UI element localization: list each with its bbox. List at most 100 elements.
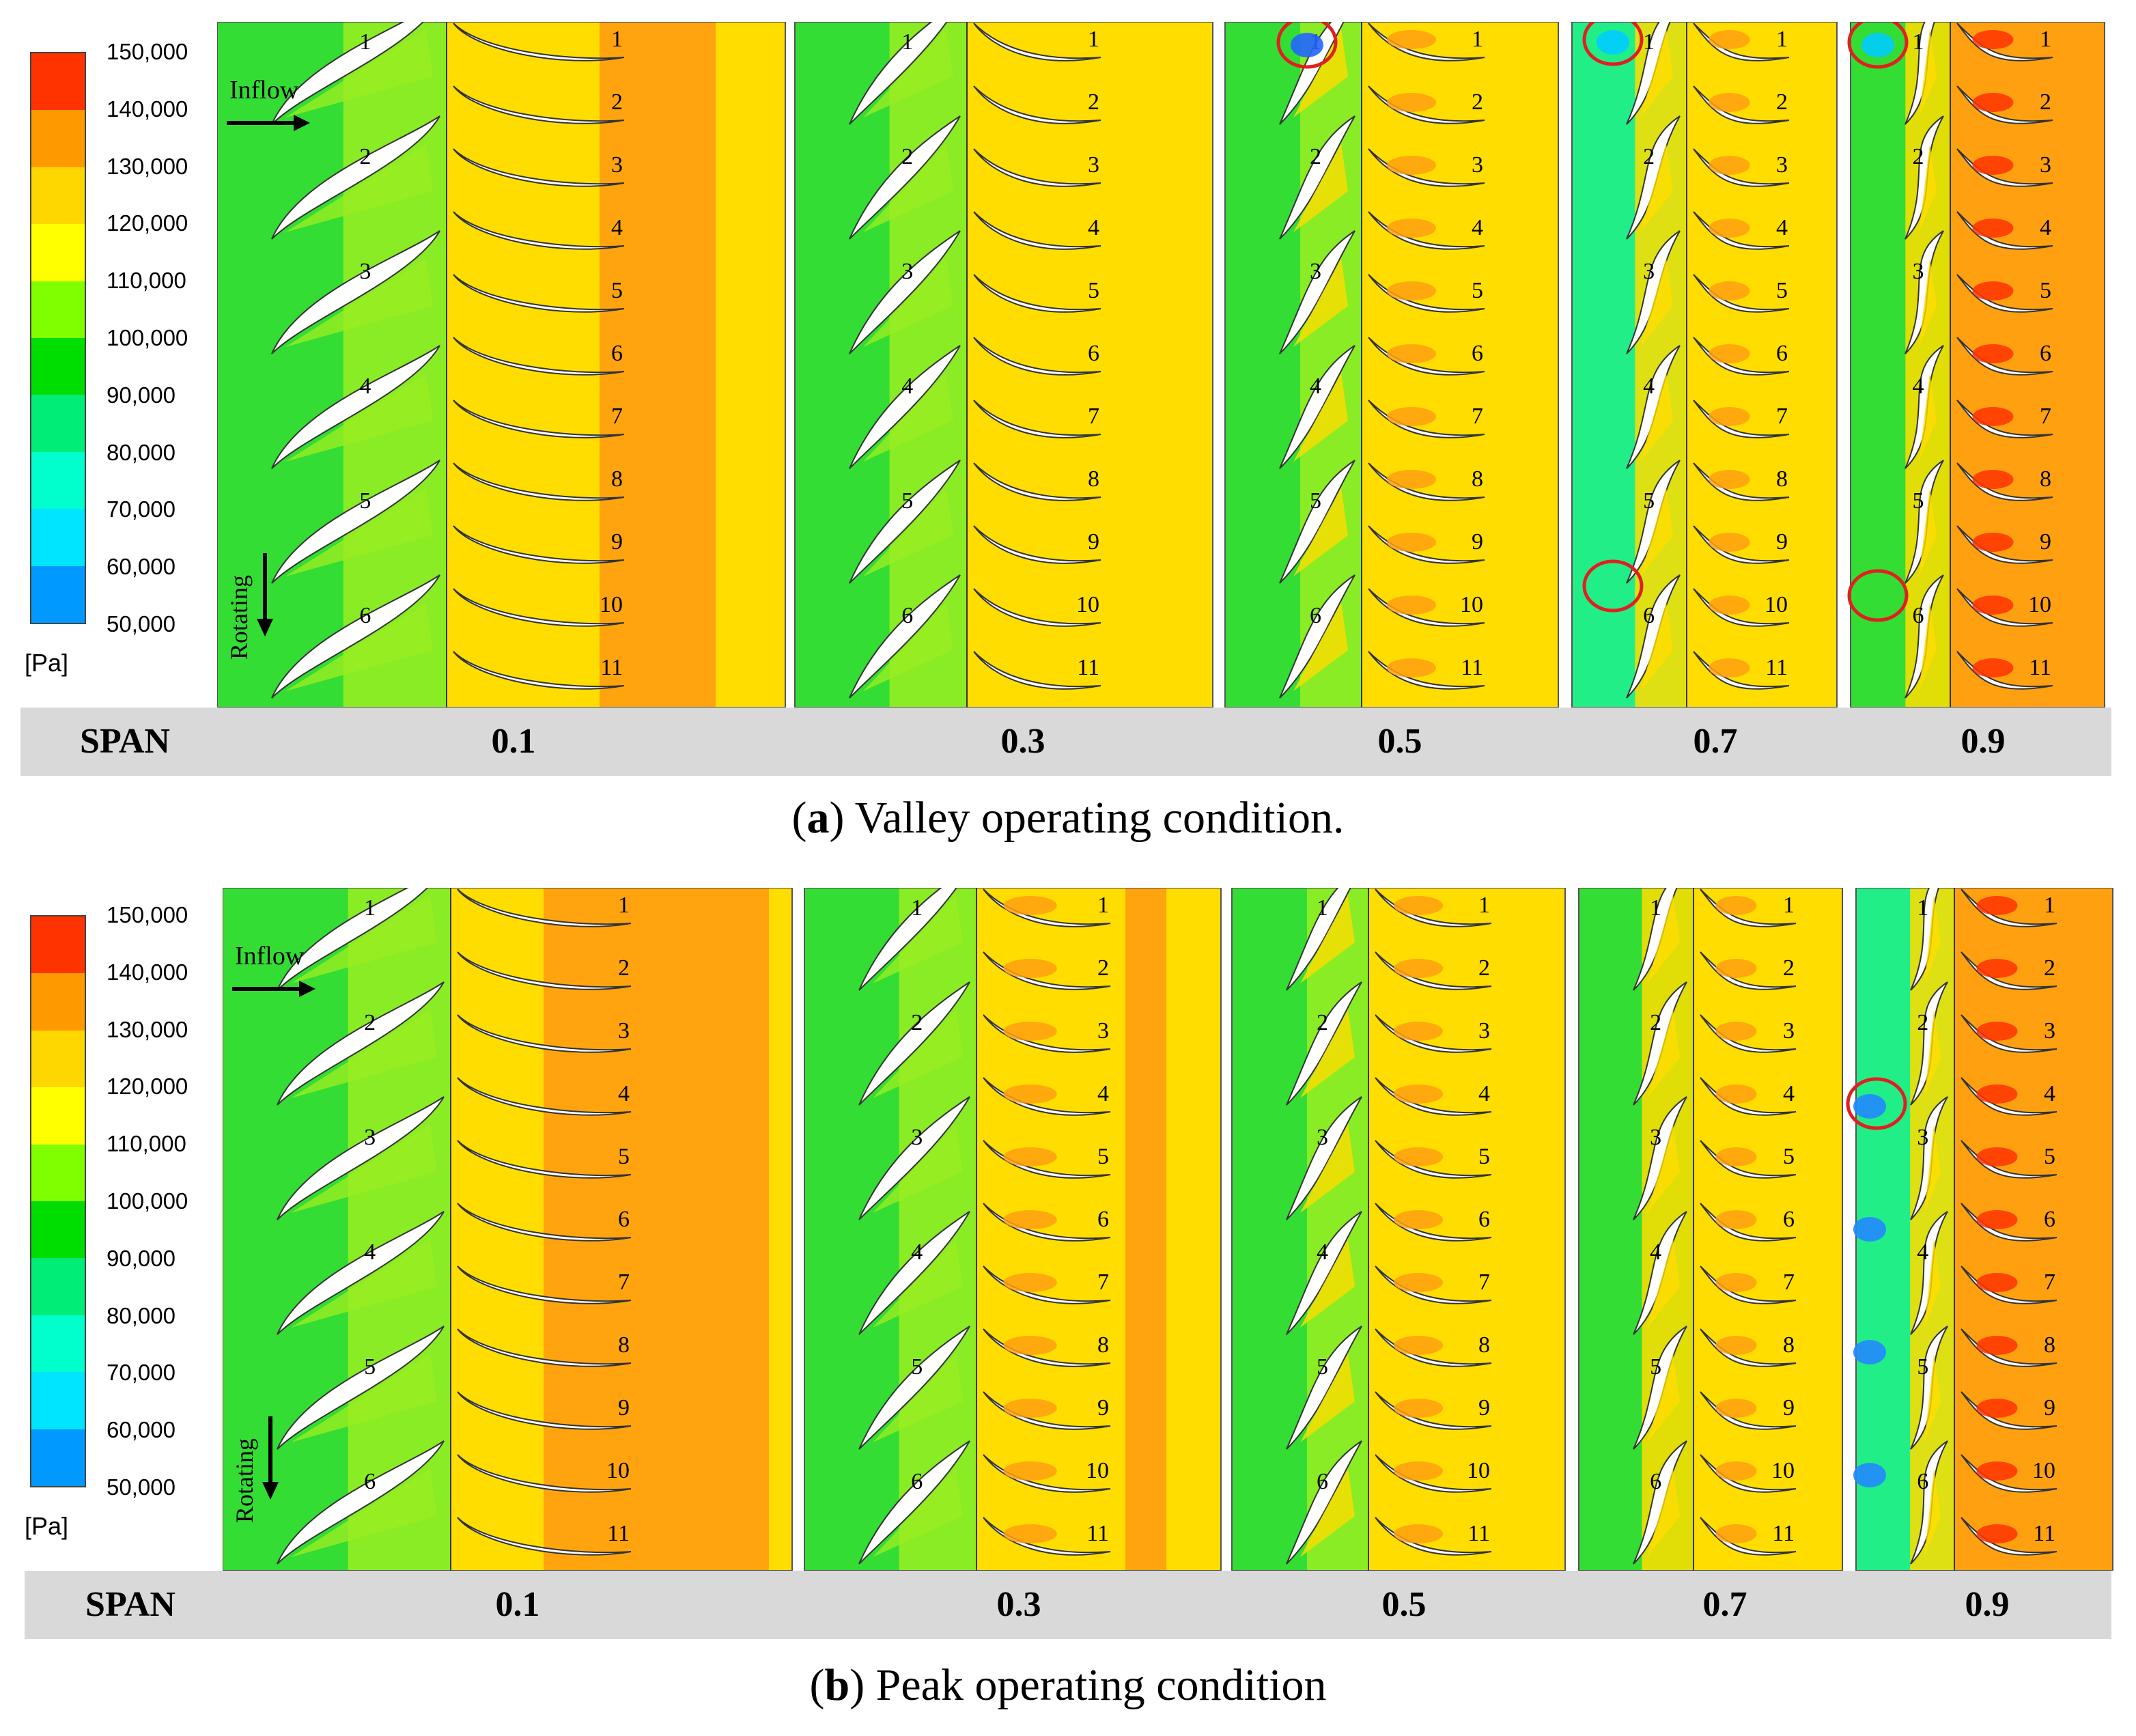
caption-b: (b) Peak operating condition — [809, 1660, 1327, 1710]
blade-pressure-spot — [1709, 344, 1750, 363]
runner-blade-shape — [973, 274, 1101, 313]
inflow-label: Inflow — [235, 942, 305, 970]
runner-blade-number: 10 — [1771, 1458, 1795, 1483]
vane-pressure-wedge — [873, 1124, 963, 1213]
runner-blade-shape — [453, 337, 625, 376]
runner-blade-number: 9 — [618, 1395, 630, 1420]
guide-vane-shape — [277, 1440, 445, 1565]
high-pressure-band — [544, 888, 769, 1571]
runner-region — [1362, 22, 1558, 708]
runner-blade-number: 8 — [1088, 466, 1099, 492]
guide-vane-number: 4 — [1310, 374, 1321, 399]
runner-blade-shape — [457, 888, 632, 927]
guide-vane-number: 2 — [359, 144, 371, 169]
span-contour-panel: 1 2 3 4 5 6 1 2 3 4 5 6 7 8 9 10 11 Inflow Rotating — [223, 888, 793, 1571]
colorbar-band — [31, 110, 85, 167]
vane-pressure-wedge — [873, 1009, 963, 1098]
colorbar-unit-a: [Pa] — [25, 649, 69, 677]
colorbar-tick-label: 90,000 — [107, 1245, 175, 1271]
guide-vane-number: 5 — [911, 1354, 923, 1380]
runner-blade-shape — [453, 85, 625, 124]
colorbar-tick-label: 60,000 — [107, 1417, 175, 1443]
runner-blade-number: 10 — [1765, 592, 1788, 617]
blade-pressure-spot — [1972, 596, 2014, 615]
highlight-circle — [1582, 559, 1644, 613]
vane-pressure-wedge — [1919, 373, 1937, 462]
runner-blade-number: 4 — [1472, 215, 1483, 240]
runner-blade-number: 1 — [1478, 893, 1490, 918]
guide-vane-number: 5 — [1643, 488, 1655, 514]
guide-vane-number: 2 — [1643, 144, 1655, 169]
runner-blade-shape — [453, 211, 625, 250]
runner-blade-number: 7 — [1097, 1270, 1109, 1295]
vane-wake-region — [1307, 888, 1368, 1571]
runner-blade-number: 7 — [611, 404, 623, 429]
colorbar-tick-label: 140,000 — [107, 959, 188, 985]
runner-blade-shape — [973, 588, 1101, 627]
colorbar-band — [31, 1144, 85, 1202]
runner-blade-number: 11 — [1765, 655, 1788, 680]
blade-pressure-spot — [1003, 1022, 1057, 1041]
blade-pressure-spot — [1976, 1524, 2018, 1543]
runner-blade-shape — [457, 951, 632, 990]
colorbar-tick-label: 50,000 — [107, 1474, 175, 1500]
vane-pressure-wedge — [873, 1354, 963, 1442]
colorbar-band — [31, 53, 85, 111]
colorbar-b — [30, 915, 86, 1487]
runner-region — [1368, 888, 1565, 1571]
vane-pressure-wedge — [291, 1239, 437, 1328]
runner-blade-shape — [457, 1391, 632, 1430]
vane-pressure-wedge — [1293, 602, 1348, 691]
runner-blade-number: 8 — [1097, 1332, 1109, 1358]
guide-vane-number: 3 — [1317, 1125, 1328, 1150]
highlight-circle — [1276, 22, 1338, 69]
guide-vane-number: 1 — [1650, 895, 1661, 921]
runner-blade-number: 11 — [1461, 655, 1483, 680]
low-pressure-spot — [1291, 33, 1323, 57]
runner-blade-number: 3 — [1472, 152, 1483, 178]
blade-pressure-spot — [1394, 1147, 1443, 1166]
runner-blade-number: 11 — [2033, 1521, 2055, 1546]
runner-blade-number: 10 — [1460, 592, 1483, 617]
runner-blade-number: 2 — [611, 89, 623, 115]
blade-pressure-spot — [1003, 1461, 1057, 1481]
guide-vane-number: 2 — [364, 1010, 376, 1035]
guide-vane-number: 1 — [911, 895, 923, 921]
runner-blade-number: 10 — [1467, 1458, 1490, 1483]
runner-blade-number: 7 — [1776, 404, 1788, 429]
guide-vane-shape — [1286, 1096, 1362, 1220]
runner-region — [1694, 888, 1842, 1571]
highlight-circle — [1847, 569, 1909, 622]
colorbar-tick-label: 150,000 — [107, 39, 188, 64]
guide-vane-shape — [1279, 115, 1355, 240]
guide-vane-shape — [277, 1326, 445, 1450]
blade-pressure-spot — [1387, 30, 1436, 49]
span-value-b-1: 0.1 — [495, 1585, 540, 1624]
guide-vane-number: 2 — [1310, 144, 1321, 169]
blade-pressure-spot — [1003, 896, 1057, 915]
blade-pressure-spot — [1972, 156, 2014, 175]
guide-vane-number: 1 — [901, 29, 913, 55]
guide-vane-number: 3 — [1310, 259, 1321, 284]
guide-vane-shape — [1279, 230, 1355, 354]
blade-pressure-spot — [1972, 30, 2014, 49]
runner-blade-number: 8 — [2040, 466, 2051, 492]
guide-vane-number: 3 — [364, 1125, 376, 1150]
panel-border — [1571, 22, 1838, 708]
span-value-a-4: 0.7 — [1693, 722, 1738, 761]
colorbar-band — [31, 916, 85, 974]
colorbar-tick-label: 110,000 — [107, 268, 186, 294]
runner-blade-number: 2 — [1472, 89, 1483, 115]
vane-pressure-wedge — [1647, 1354, 1680, 1442]
vane-pressure-wedge — [873, 895, 963, 983]
runner-blade-number: 9 — [1097, 1395, 1109, 1420]
blade-pressure-spot — [1976, 1210, 2018, 1229]
guide-vane-shape — [1286, 981, 1362, 1106]
runner-blade-number: 8 — [1478, 1332, 1490, 1358]
guide-vane-number: 3 — [1643, 259, 1655, 284]
runner-blade-shape — [457, 1077, 632, 1116]
panel-border — [1850, 22, 2105, 708]
runner-blade-number: 9 — [1478, 1395, 1490, 1420]
